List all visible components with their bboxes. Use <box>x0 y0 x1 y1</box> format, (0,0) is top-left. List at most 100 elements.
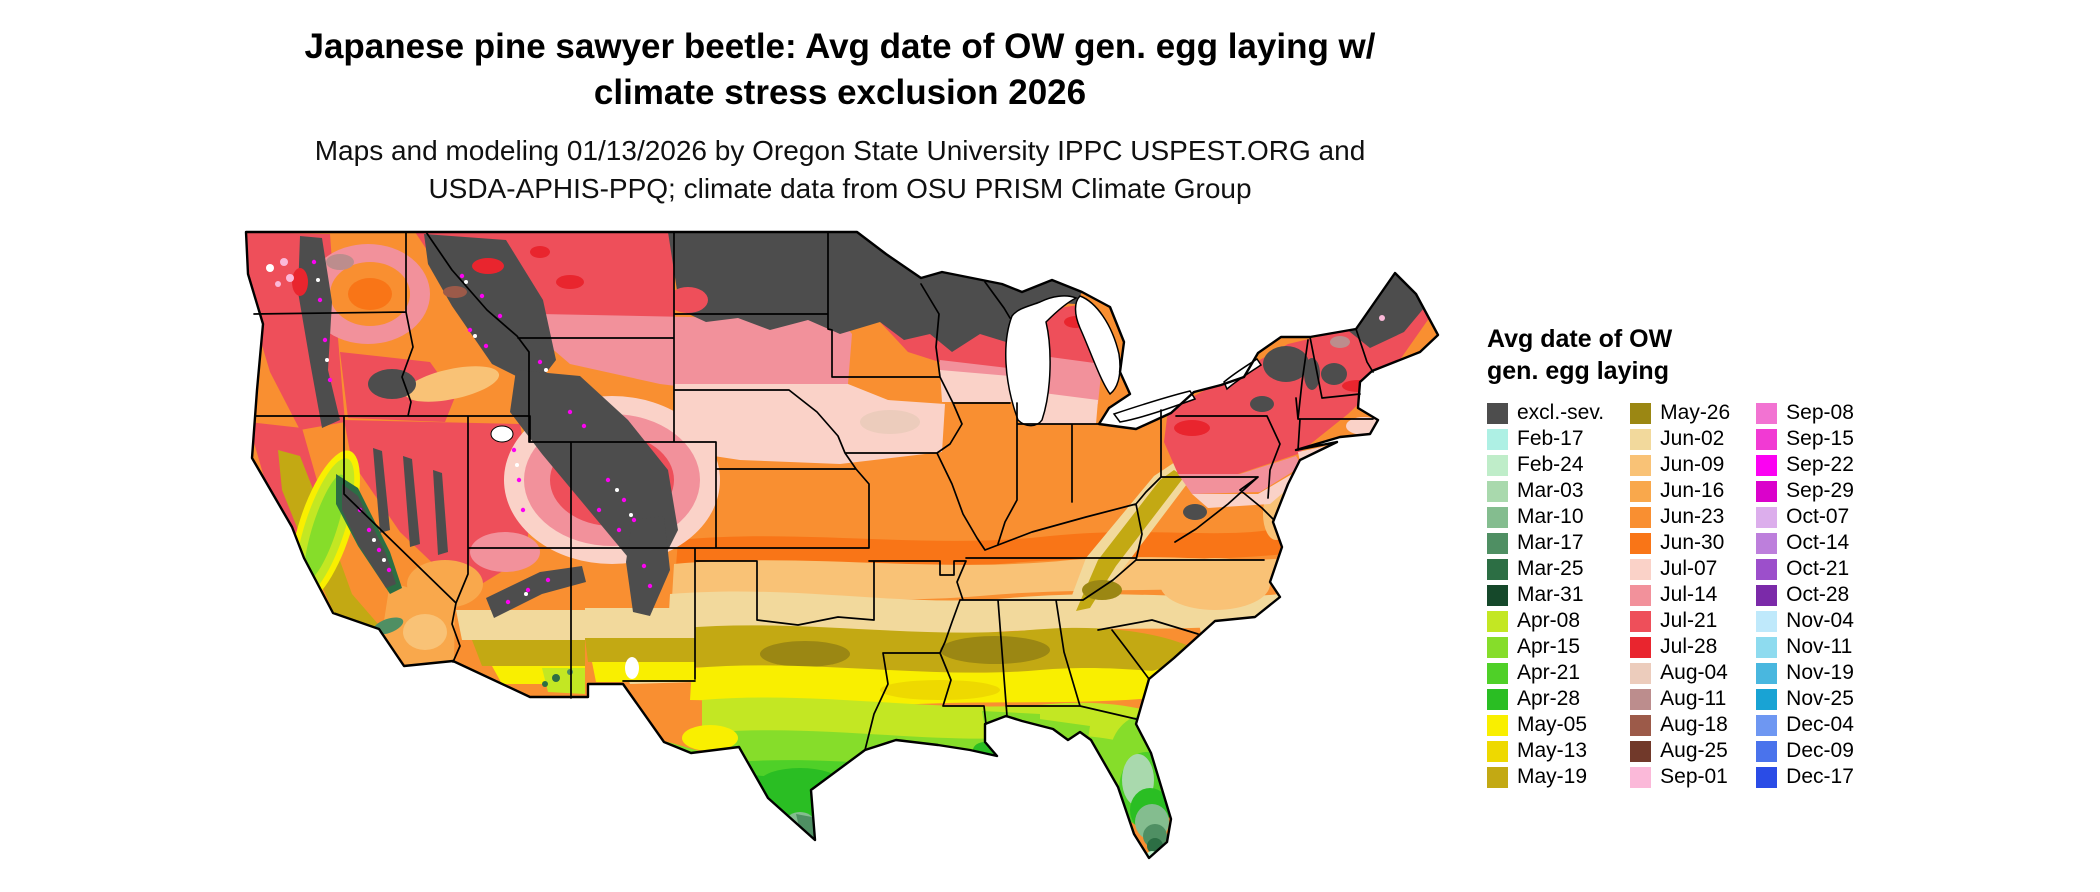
legend-item: Jul-14 <box>1630 582 1730 608</box>
legend-item: Aug-11 <box>1630 686 1730 712</box>
legend-label: Jun-16 <box>1660 479 1725 502</box>
legend-swatch <box>1756 480 1778 502</box>
lake-erie <box>1112 390 1197 423</box>
legend-swatch <box>1487 480 1508 502</box>
legend-swatch <box>1630 662 1652 684</box>
legend-swatch <box>1630 506 1652 528</box>
legend-column-2: May-26 Jun-02 Jun-09 Jun-16 Jun-23 Jun-30 Jul-… <box>1630 400 1730 790</box>
legend-label: Mar-17 <box>1517 531 1584 554</box>
legend-item: Jun-30 <box>1630 530 1730 556</box>
legend-label: May-13 <box>1517 739 1588 762</box>
us-map-svg <box>244 230 1440 860</box>
legend-item: Sep-08 <box>1756 400 1854 426</box>
legend-item: Jul-21 <box>1630 608 1730 634</box>
legend-swatch <box>1630 454 1652 476</box>
legend-item: Apr-21 <box>1487 660 1604 686</box>
legend-label: Jun-09 <box>1660 453 1725 476</box>
legend-item: Oct-07 <box>1756 504 1854 530</box>
legend-swatch <box>1630 610 1652 632</box>
lake-huron <box>1074 295 1121 396</box>
legend-item: Feb-17 <box>1487 426 1604 452</box>
us-outline <box>244 230 1440 860</box>
legend-swatch <box>1756 766 1778 788</box>
legend-swatch <box>1756 558 1778 580</box>
legend-item: excl.-sev. <box>1487 400 1604 426</box>
legend-swatch <box>1756 454 1778 476</box>
legend-label: excl.-sev. <box>1517 401 1605 424</box>
legend-item: Apr-08 <box>1487 608 1604 634</box>
legend-swatch <box>1630 558 1652 580</box>
legend-label: Oct-07 <box>1786 505 1850 528</box>
legend-swatch <box>1756 610 1778 632</box>
color-layer <box>246 232 1438 858</box>
lake-michigan <box>1005 295 1078 427</box>
legend-label: Apr-08 <box>1517 609 1581 632</box>
legend-label: Nov-25 <box>1786 687 1854 710</box>
legend-label: Oct-28 <box>1786 583 1850 606</box>
legend-label: May-26 <box>1660 401 1731 424</box>
page-subtitle: Maps and modeling 01/13/2026 by Oregon S… <box>314 135 1366 205</box>
legend-column-3: Sep-08 Sep-15 Sep-22 Sep-29 Oct-07 Oct-14 Oct-… <box>1756 400 1854 790</box>
legend-label: Sep-15 <box>1786 427 1854 450</box>
legend-item: Jun-09 <box>1630 452 1730 478</box>
legend-label: Dec-09 <box>1786 739 1854 762</box>
legend-swatch <box>1630 766 1652 788</box>
legend-swatch <box>1630 532 1652 554</box>
legend-label: Apr-21 <box>1517 661 1581 684</box>
legend-label: Apr-15 <box>1517 635 1581 658</box>
legend-item: Oct-21 <box>1756 556 1854 582</box>
legend-label: Aug-18 <box>1660 713 1728 736</box>
legend-label: Mar-10 <box>1517 505 1584 528</box>
legend-item: Dec-17 <box>1756 764 1854 790</box>
legend-item: May-19 <box>1487 764 1604 790</box>
legend-item: Feb-24 <box>1487 452 1604 478</box>
legend-item: Sep-01 <box>1630 764 1730 790</box>
legend-item: Mar-03 <box>1487 478 1604 504</box>
legend-label: May-05 <box>1517 713 1588 736</box>
legend-swatch <box>1487 662 1508 684</box>
legend-swatch <box>1487 714 1508 736</box>
legend-label: Dec-17 <box>1786 765 1854 788</box>
legend-item: Jul-07 <box>1630 556 1730 582</box>
legend-item: Sep-29 <box>1756 478 1854 504</box>
legend-swatch <box>1630 428 1652 450</box>
legend-item: Jul-28 <box>1630 634 1730 660</box>
legend-item: Oct-28 <box>1756 582 1854 608</box>
legend-label: Aug-11 <box>1660 687 1727 710</box>
legend-label: Sep-29 <box>1786 479 1854 502</box>
legend-item: Aug-18 <box>1630 712 1730 738</box>
legend-item: Mar-31 <box>1487 582 1604 608</box>
legend-title: Avg date of OW gen. egg laying <box>1487 325 1673 385</box>
legend-label: Oct-14 <box>1786 531 1850 554</box>
legend-swatch <box>1630 402 1652 424</box>
legend-label: Mar-03 <box>1517 479 1584 502</box>
legend-swatch <box>1487 688 1508 710</box>
us-map <box>240 222 1440 884</box>
page-title: Japanese pine sawyer beetle: Avg date of… <box>304 27 1376 113</box>
legend-item: Jun-16 <box>1630 478 1730 504</box>
legend-swatch <box>1487 558 1508 580</box>
legend-label: Aug-04 <box>1660 661 1728 684</box>
great-salt-lake <box>490 425 514 443</box>
legend-item: Nov-04 <box>1756 608 1854 634</box>
legend-label: Sep-01 <box>1660 765 1728 788</box>
legend-item: May-05 <box>1487 712 1604 738</box>
legend-swatch <box>1487 506 1508 528</box>
legend-swatch <box>1630 688 1652 710</box>
legend-item: Aug-04 <box>1630 660 1730 686</box>
legend-label: Nov-19 <box>1786 661 1854 684</box>
legend-swatch <box>1630 480 1652 502</box>
legend-item: Dec-09 <box>1756 738 1854 764</box>
legend-label: Jun-23 <box>1660 505 1725 528</box>
legend-swatch <box>1756 584 1778 606</box>
legend-label: Jun-30 <box>1660 531 1725 554</box>
legend-item: Nov-11 <box>1756 634 1854 660</box>
legend-label: Feb-17 <box>1517 427 1584 450</box>
legend-label: Sep-08 <box>1786 401 1854 424</box>
legend-swatch <box>1756 532 1778 554</box>
header: Japanese pine sawyer beetle: Avg date of… <box>0 24 1680 208</box>
legend-item: Jun-23 <box>1630 504 1730 530</box>
legend-swatch <box>1756 662 1778 684</box>
state-borders <box>253 231 1374 751</box>
